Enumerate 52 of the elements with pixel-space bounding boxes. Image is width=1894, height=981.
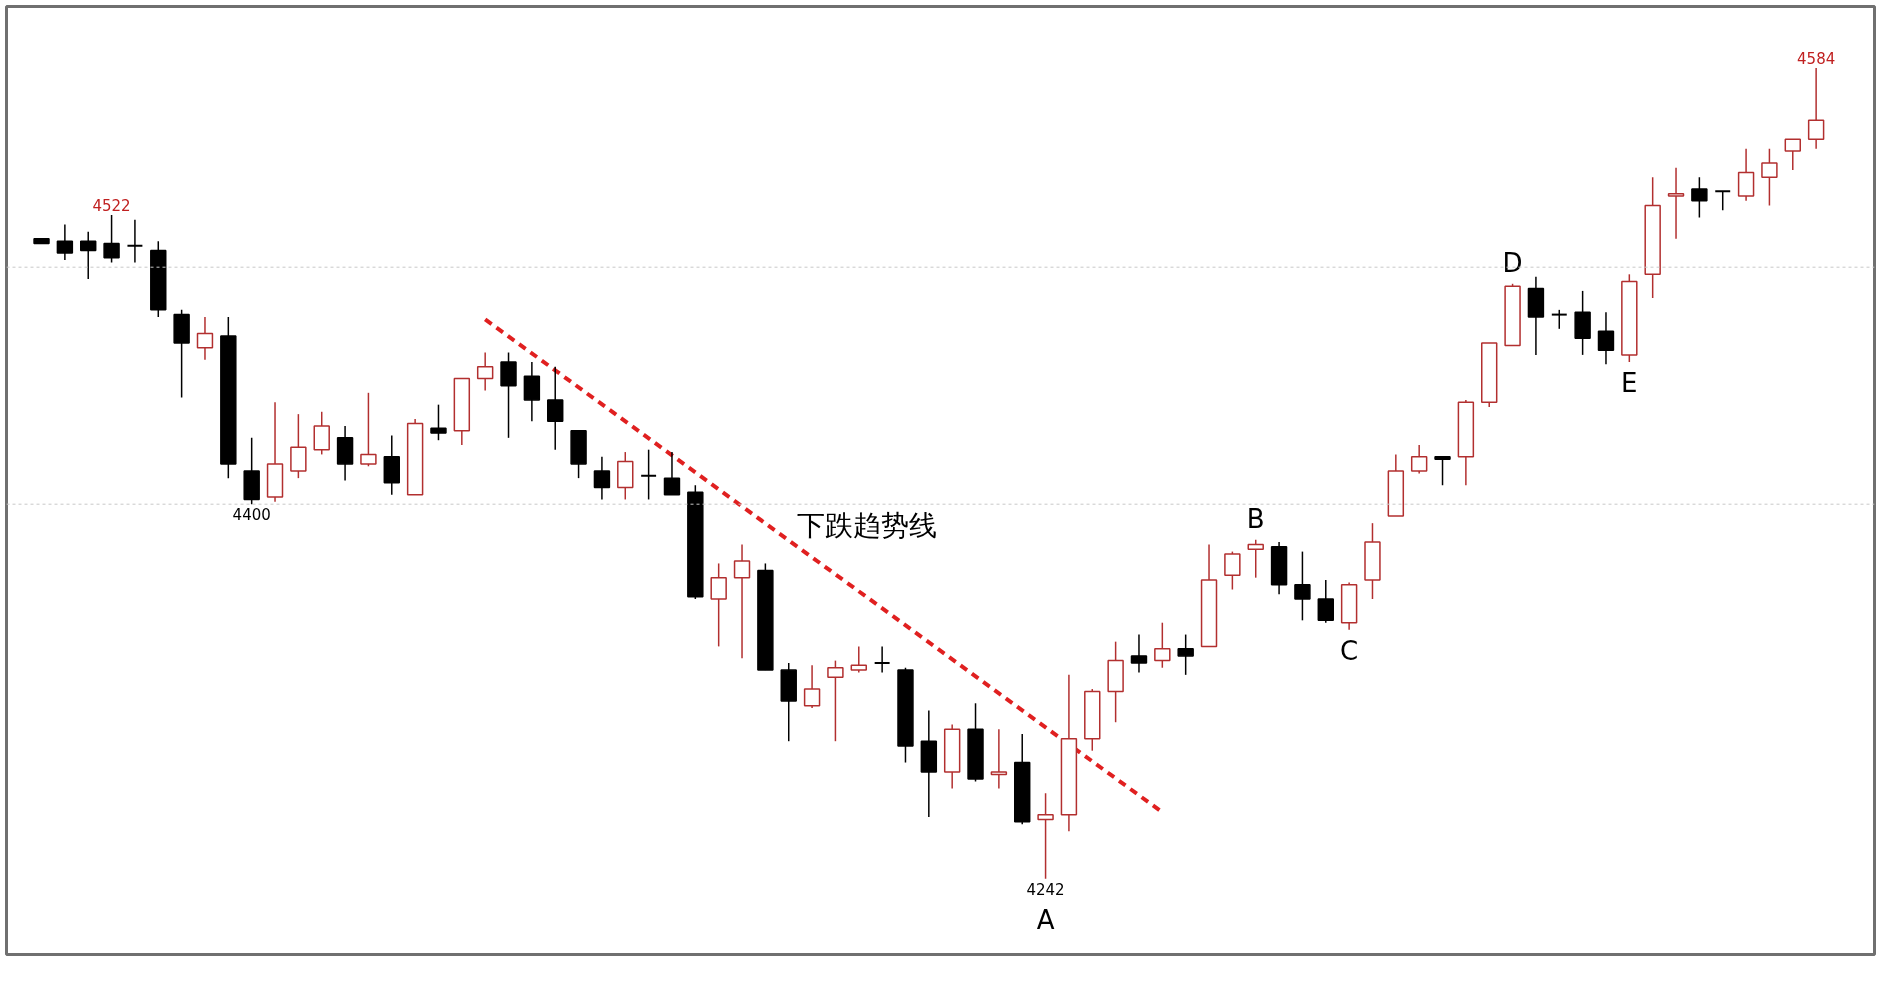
annotation: B xyxy=(1246,503,1265,534)
candlestick xyxy=(56,223,74,261)
candlestick xyxy=(710,562,727,648)
candlestick xyxy=(430,403,447,441)
candlestick xyxy=(1177,633,1194,676)
candlestick xyxy=(1410,444,1428,475)
candlestick xyxy=(1154,621,1171,669)
candlestick xyxy=(1761,147,1778,207)
candlestick xyxy=(1317,579,1334,624)
candlestick xyxy=(1737,147,1755,202)
candlestick xyxy=(873,645,891,674)
candlestick xyxy=(126,219,144,264)
annotation: C xyxy=(1340,635,1359,666)
candlestick xyxy=(1784,138,1801,171)
candlestick xyxy=(1597,311,1615,366)
candlestick xyxy=(1037,792,1054,880)
candlestick xyxy=(1691,176,1708,219)
text: 4522 xyxy=(92,197,131,216)
annotation: A xyxy=(1036,904,1055,935)
candlestick xyxy=(733,543,751,659)
text: 4242 xyxy=(1026,880,1065,899)
candlestick xyxy=(360,392,377,468)
candlestick xyxy=(803,664,821,709)
candlestick xyxy=(1247,539,1264,579)
text: 4400 xyxy=(232,506,271,525)
candlestick xyxy=(476,351,494,392)
candlestick xyxy=(523,361,541,422)
candlestick xyxy=(663,451,681,496)
candlestick xyxy=(500,351,517,439)
candlestick xyxy=(547,365,564,451)
candlestick xyxy=(196,316,214,361)
annotation: 下跌趋势线 xyxy=(797,508,938,542)
candlestick xyxy=(1130,633,1148,674)
candlestick xyxy=(1714,190,1732,212)
candlestick xyxy=(640,448,658,501)
candlestick xyxy=(850,645,867,674)
candlestick xyxy=(103,214,120,264)
candlestick xyxy=(593,456,611,501)
candlestick xyxy=(1807,67,1825,150)
candlestick xyxy=(290,413,307,479)
candlestick xyxy=(80,230,97,280)
candlestick xyxy=(827,659,844,742)
candlestick xyxy=(1224,550,1241,591)
candlestick xyxy=(313,411,330,456)
candlestick xyxy=(1550,309,1568,330)
annotation: E xyxy=(1621,368,1638,398)
candlestick xyxy=(1294,550,1311,622)
candlestick xyxy=(990,728,1008,790)
candlestick xyxy=(1667,166,1685,240)
candlestick xyxy=(1434,456,1451,486)
annotation: D xyxy=(1502,247,1523,278)
text: 4584 xyxy=(1797,50,1836,69)
